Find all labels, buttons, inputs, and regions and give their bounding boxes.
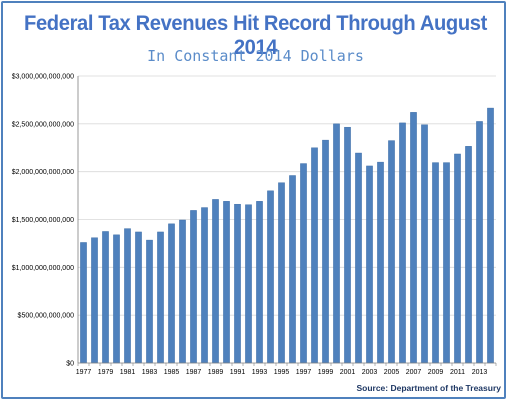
x-tick-label: 1989 <box>208 369 224 376</box>
bar-1979 <box>102 231 109 364</box>
chart-title: Federal Tax Revenues Hit Record Through … <box>24 12 487 59</box>
x-tick-label: 2013 <box>472 369 488 376</box>
x-tick-labels: 1977 1979 1981 1983 1985 1987 1989 1991 1993 1995… <box>76 369 488 376</box>
bar-2003 <box>366 165 373 364</box>
x-tick-label: 2001 <box>340 369 356 376</box>
bar-1981 <box>124 228 131 364</box>
bar-1997 <box>300 163 307 364</box>
bars <box>80 107 494 364</box>
bar-2004 <box>377 161 384 364</box>
bar-1985 <box>168 223 175 364</box>
x-tick-label: 1991 <box>230 369 246 376</box>
bar-2013 <box>476 121 483 364</box>
bar-1994 <box>267 190 274 364</box>
chart-subtitle: In Constant 2014 Dollars <box>147 47 364 65</box>
bar-1986 <box>179 219 186 364</box>
bar-1993 <box>256 201 263 364</box>
bar-2011 <box>454 153 461 364</box>
bar-1990 <box>223 201 230 364</box>
bar-2014 <box>487 107 494 364</box>
bar-1996 <box>289 175 296 364</box>
x-tick-label: 1993 <box>252 369 268 376</box>
y-tick-label: $2,000,000,000,000 <box>12 169 74 176</box>
bar-1984 <box>157 231 164 364</box>
bar-1977 <box>80 242 87 364</box>
y-tick-label: $3,000,000,000,000 <box>12 74 74 81</box>
bar-1983 <box>146 239 153 364</box>
bar-1982 <box>135 231 142 364</box>
bar-1995 <box>278 182 285 364</box>
x-tick-label: 1981 <box>120 369 136 376</box>
bar-2008 <box>421 124 428 364</box>
bar-2007 <box>410 112 417 364</box>
x-tick-label: 1999 <box>318 369 334 376</box>
bar-2006 <box>399 122 406 364</box>
x-tick-label: 1979 <box>98 369 114 376</box>
y-tick-label: $1,500,000,000,000 <box>12 217 74 224</box>
bar-2010 <box>443 162 450 364</box>
bar-1998 <box>311 147 318 364</box>
bar-1991 <box>234 203 241 364</box>
bar-2012 <box>465 146 472 364</box>
y-tick-label: $2,500,000,000,000 <box>12 121 74 128</box>
x-tick-label: 1997 <box>296 369 312 376</box>
x-tick-label: 1987 <box>186 369 202 376</box>
x-tick-label: 2011 <box>450 369 465 376</box>
source-note: Source: Department of the Treasury <box>356 383 501 393</box>
bar-1988 <box>201 207 208 364</box>
bar-2009 <box>432 162 439 364</box>
bar-1987 <box>190 210 197 364</box>
y-tick-labels: $0 $500,000,000,000 $1,000,000,000,000 $1,5… <box>12 74 74 368</box>
bar-2001 <box>344 126 351 364</box>
bar-1980 <box>113 234 120 364</box>
x-tick-label: 2009 <box>428 369 444 376</box>
x-tick-label: 1977 <box>76 369 92 376</box>
axes <box>77 76 497 366</box>
y-tick-label: $0 <box>66 361 74 368</box>
bar-2000 <box>333 123 340 364</box>
x-tick-label: 2003 <box>362 369 378 376</box>
y-tick-label: $500,000,000,000 <box>18 313 75 320</box>
x-tick-label: 1985 <box>164 369 180 376</box>
bar-2002 <box>355 152 362 364</box>
x-tick-label: 1995 <box>274 369 290 376</box>
bar-1978 <box>91 237 98 364</box>
x-tick-label: 2007 <box>406 369 422 376</box>
x-tick-label: 1983 <box>142 369 158 376</box>
y-tick-label: $1,000,000,000,000 <box>12 265 74 272</box>
bar-2005 <box>388 140 395 364</box>
bar-1989 <box>212 199 219 364</box>
bar-1992 <box>245 204 252 364</box>
bar-1999 <box>322 139 329 364</box>
x-tick-label: 2005 <box>384 369 400 376</box>
